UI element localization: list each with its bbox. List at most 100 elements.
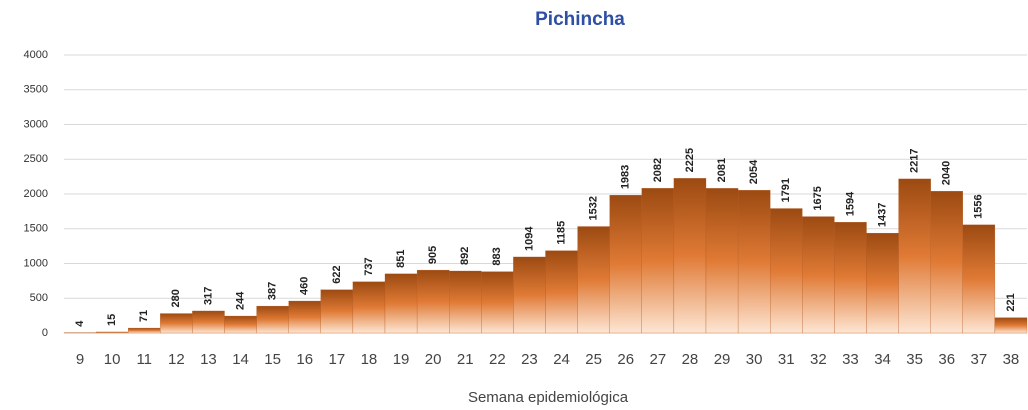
bar bbox=[545, 250, 578, 334]
y-tick-label: 500 bbox=[30, 292, 48, 304]
bar bbox=[962, 224, 996, 334]
data-label: 1983 bbox=[620, 165, 632, 189]
data-label: 280 bbox=[170, 289, 182, 307]
y-tick-label: 1500 bbox=[24, 223, 48, 235]
data-label: 851 bbox=[395, 249, 407, 267]
data-label: 2225 bbox=[684, 148, 696, 172]
bar bbox=[384, 273, 418, 334]
x-tick-label: 13 bbox=[200, 351, 217, 368]
data-label: 2082 bbox=[652, 158, 664, 182]
x-tick-label: 34 bbox=[874, 351, 891, 368]
bar bbox=[288, 300, 321, 334]
data-label: 15 bbox=[106, 314, 118, 326]
x-tick-label: 38 bbox=[1003, 351, 1020, 368]
bar bbox=[994, 317, 1028, 334]
y-tick-label: 4000 bbox=[24, 49, 48, 61]
bar bbox=[320, 289, 354, 334]
x-tick-label: 28 bbox=[682, 351, 699, 368]
y-tick-label: 0 bbox=[42, 327, 48, 339]
x-tick-label: 32 bbox=[810, 351, 827, 368]
bar bbox=[449, 270, 482, 334]
x-tick-label: 36 bbox=[938, 351, 955, 368]
x-tick-label: 24 bbox=[553, 351, 570, 368]
data-label: 2040 bbox=[941, 161, 953, 185]
x-tick-label: 16 bbox=[296, 351, 313, 368]
bar bbox=[128, 327, 161, 334]
data-label: 883 bbox=[491, 247, 503, 265]
bar bbox=[352, 281, 386, 334]
x-axis-label: Semana epidemiológica bbox=[468, 389, 629, 406]
data-label: 1094 bbox=[523, 226, 535, 251]
data-label: 905 bbox=[427, 246, 439, 264]
x-tick-label: 27 bbox=[650, 351, 667, 368]
data-label: 1791 bbox=[780, 178, 792, 202]
x-tick-label: 30 bbox=[746, 351, 763, 368]
bar bbox=[705, 188, 739, 334]
bar bbox=[192, 310, 225, 334]
bar bbox=[770, 208, 803, 334]
x-tick-label: 20 bbox=[425, 351, 442, 368]
x-tick-label: 14 bbox=[232, 351, 249, 368]
x-tick-label: 31 bbox=[778, 351, 795, 368]
x-tick-label: 18 bbox=[361, 351, 378, 368]
data-label: 2217 bbox=[909, 148, 921, 172]
x-tick-label: 17 bbox=[329, 351, 346, 368]
bar bbox=[160, 313, 193, 334]
data-label: 71 bbox=[138, 310, 150, 322]
x-tick-label: 33 bbox=[842, 351, 859, 368]
y-tick-label: 1000 bbox=[24, 257, 48, 269]
data-label: 1532 bbox=[588, 196, 600, 220]
x-tick-label: 15 bbox=[264, 351, 281, 368]
bar bbox=[577, 226, 610, 334]
bar bbox=[930, 191, 963, 334]
bar bbox=[481, 271, 514, 334]
x-tick-label: 29 bbox=[714, 351, 731, 368]
data-label: 221 bbox=[1005, 293, 1017, 311]
x-tick-label: 23 bbox=[521, 351, 538, 368]
bar bbox=[866, 232, 899, 334]
x-tick-label: 22 bbox=[489, 351, 506, 368]
data-label: 622 bbox=[331, 265, 343, 283]
data-label: 737 bbox=[363, 257, 375, 275]
data-label: 2081 bbox=[716, 158, 728, 182]
data-label: 1594 bbox=[844, 191, 856, 216]
chart-title: Pichincha bbox=[535, 9, 625, 30]
bar bbox=[609, 195, 642, 334]
x-tick-label: 9 bbox=[76, 351, 84, 368]
data-label: 387 bbox=[267, 282, 279, 300]
x-tick-label: 12 bbox=[168, 351, 185, 368]
data-label: 1556 bbox=[973, 194, 985, 218]
x-tick-label: 26 bbox=[617, 351, 634, 368]
data-label: 892 bbox=[459, 247, 471, 265]
x-tick-label: 25 bbox=[585, 351, 602, 368]
data-label: 244 bbox=[234, 291, 246, 310]
data-label: 460 bbox=[299, 277, 311, 295]
bar bbox=[673, 178, 707, 334]
bar bbox=[737, 190, 771, 334]
y-tick-label: 2500 bbox=[24, 153, 48, 165]
bar bbox=[641, 188, 675, 334]
bar bbox=[898, 178, 931, 334]
bar bbox=[416, 269, 450, 334]
bar bbox=[224, 315, 257, 334]
data-label: 1675 bbox=[812, 186, 824, 210]
x-tick-label: 19 bbox=[393, 351, 410, 368]
data-label: 1437 bbox=[876, 203, 888, 227]
x-tick-label: 37 bbox=[971, 351, 988, 368]
bar bbox=[256, 305, 289, 334]
bar bbox=[513, 256, 546, 334]
data-label: 4 bbox=[74, 320, 86, 327]
bar bbox=[834, 222, 867, 334]
x-tick-label: 35 bbox=[906, 351, 923, 368]
x-tick-label: 10 bbox=[104, 351, 121, 368]
bar bbox=[95, 331, 129, 334]
y-tick-label: 2000 bbox=[24, 188, 48, 200]
x-tick-label: 11 bbox=[136, 351, 152, 368]
data-label: 1185 bbox=[555, 221, 567, 245]
x-tick-label: 21 bbox=[457, 351, 474, 368]
y-tick-label: 3000 bbox=[24, 118, 48, 130]
y-tick-label: 3500 bbox=[24, 84, 48, 96]
data-label: 317 bbox=[202, 287, 214, 305]
bar bbox=[802, 216, 835, 334]
